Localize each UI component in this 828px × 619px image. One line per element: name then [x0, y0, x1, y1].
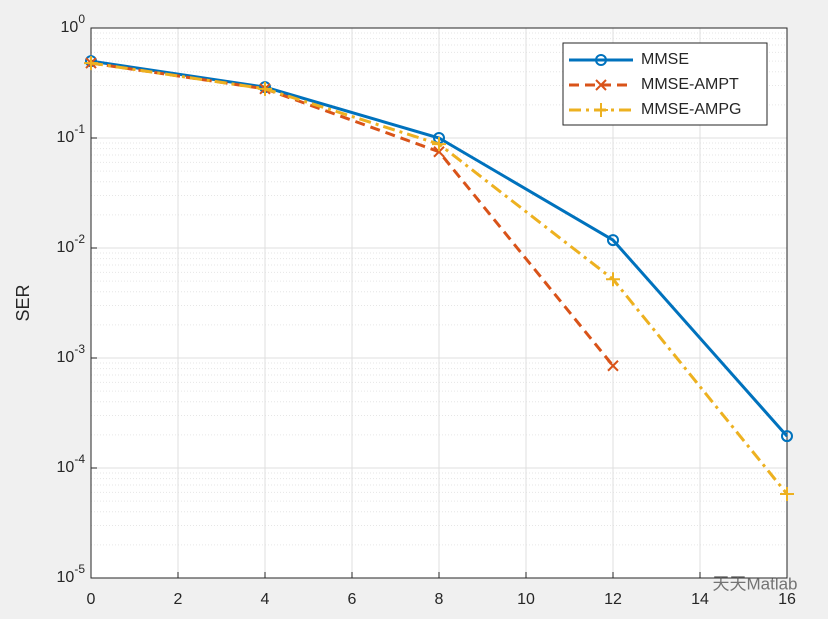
y-tick-label: 100: [61, 12, 86, 36]
x-tick-label: 14: [691, 591, 709, 608]
x-tick-label: 16: [778, 591, 796, 608]
x-tick-label: 10: [517, 591, 535, 608]
y-axis-label: SER: [13, 284, 33, 321]
x-tick-label: 6: [348, 591, 357, 608]
marker: [594, 103, 608, 117]
marker: [84, 56, 98, 71]
marker: [606, 272, 620, 287]
y-tick-label: 10-2: [57, 232, 86, 256]
marker: [607, 234, 619, 247]
marker: [595, 54, 607, 66]
marker: [607, 360, 619, 372]
x-tick-label: 4: [261, 591, 270, 608]
marker: [433, 146, 445, 158]
legend-label: MMSE-AMPT: [641, 76, 739, 93]
legend-label: MMSE-AMPG: [641, 101, 741, 118]
marker: [595, 79, 607, 91]
x-tick-label: 8: [435, 591, 444, 608]
y-tick-label: 10-1: [57, 122, 86, 146]
series-line: [90, 61, 615, 367]
x-tick-label: 2: [174, 591, 183, 608]
y-tick-label: 10-3: [57, 342, 86, 366]
marker: [780, 487, 794, 502]
x-tick-label: 12: [604, 591, 622, 608]
marker: [258, 81, 272, 96]
plot-frame: [90, 27, 788, 579]
marker: [432, 137, 446, 152]
legend-label: MMSE: [641, 51, 689, 68]
x-tick-label: 0: [87, 591, 96, 608]
watermark: 天天Matlab: [712, 574, 797, 593]
y-tick-label: 10-4: [57, 452, 86, 476]
y-tick-label: 10-5: [57, 562, 86, 586]
marker: [781, 430, 793, 443]
